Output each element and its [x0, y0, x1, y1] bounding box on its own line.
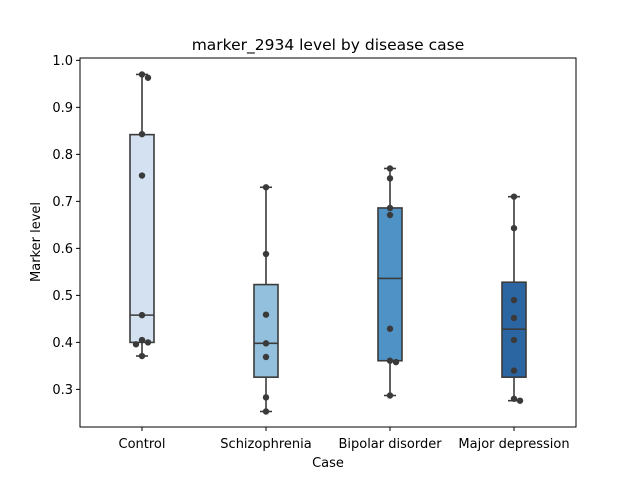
x-tick-label: Schizophrenia: [220, 437, 311, 452]
data-point: [386, 392, 394, 399]
data-point: [262, 311, 270, 318]
x-tick-label: Control: [119, 437, 166, 452]
x-tick-label: Major depression: [458, 437, 569, 452]
data-point: [386, 204, 394, 212]
data-point: [138, 352, 146, 360]
plot-frame: [79, 57, 577, 428]
data-point: [510, 314, 518, 322]
data-point: [510, 336, 518, 344]
box-iqr: [129, 133, 155, 344]
data-point: [386, 165, 394, 172]
box-iqr: [377, 207, 403, 362]
x-tick-label: Bipolar disorder: [338, 437, 442, 452]
data-point: [262, 184, 270, 191]
data-point: [144, 74, 152, 81]
data-point: [386, 325, 394, 332]
data-point: [510, 193, 518, 200]
data-point: [262, 250, 270, 258]
data-point: [262, 408, 270, 415]
data-point: [138, 71, 146, 78]
y-tick-label: 0.6: [52, 242, 73, 257]
data-point: [386, 175, 394, 182]
data-point: [510, 395, 518, 402]
data-point: [138, 336, 146, 344]
data-point: [392, 358, 400, 366]
y-tick-label: 0.8: [52, 148, 73, 163]
y-tick-label: 1.0: [52, 54, 73, 69]
plot-area: 0.3 0.4 0.5 0.6 0.7 0.8 0.9 1.0 Control Schizophr…: [52, 54, 569, 452]
data-point: [516, 397, 524, 404]
y-tick-label: 0.7: [52, 195, 73, 210]
x-axis-label: Case: [312, 456, 344, 471]
data-point: [262, 353, 270, 361]
data-point: [132, 341, 140, 348]
y-tick-label: 0.5: [52, 289, 73, 304]
data-point: [262, 394, 270, 401]
y-axis-label: Marker level: [29, 202, 44, 282]
y-tick-label: 0.4: [52, 336, 73, 351]
data-point: [510, 367, 518, 374]
data-point: [386, 211, 394, 219]
data-point: [262, 340, 270, 347]
data-point: [144, 339, 152, 346]
data-point: [138, 130, 146, 138]
data-point: [138, 311, 146, 319]
y-tick-label: 0.3: [52, 383, 73, 398]
chart-title: marker_2934 level by disease case: [192, 36, 465, 55]
data-point: [510, 296, 518, 304]
data-point: [138, 172, 146, 179]
data-point: [510, 224, 518, 232]
box-iqr: [253, 283, 279, 378]
y-tick-label: 0.9: [52, 101, 73, 116]
data-point: [386, 357, 394, 364]
